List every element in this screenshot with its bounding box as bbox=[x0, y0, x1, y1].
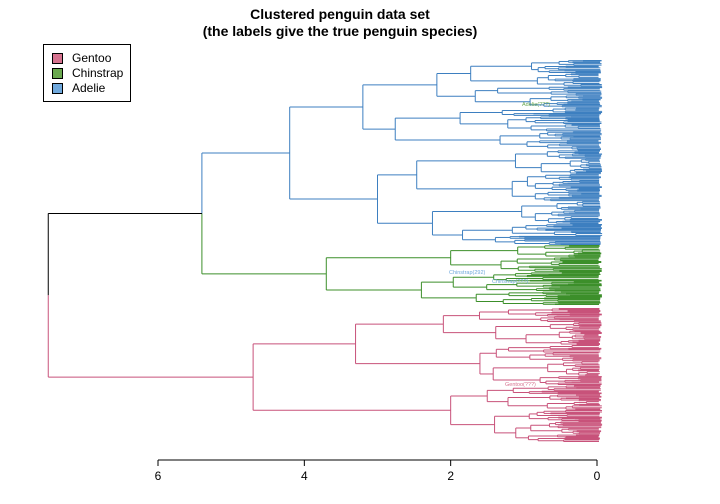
leaf-label: Adelie(???) bbox=[522, 102, 550, 108]
legend-label-adelie: Adelie bbox=[72, 81, 106, 95]
dendrogram-leaf-labels: Chinstrap(292) Chinstrap(???) Adelie(???) G… bbox=[449, 102, 550, 388]
legend-swatch-chinstrap bbox=[52, 67, 63, 79]
dendrogram-tree bbox=[47, 60, 603, 442]
x-tick-label: 2 bbox=[447, 469, 454, 483]
chart-subtitle: (the labels give the true penguin specie… bbox=[202, 23, 478, 39]
legend: Gentoo Chinstrap Adelie bbox=[43, 44, 131, 102]
legend-swatch-gentoo bbox=[52, 52, 63, 64]
leaf-label: Chinstrap(292) bbox=[449, 270, 486, 276]
x-tick-label: 0 bbox=[594, 469, 601, 483]
chart-title-block: Clustered penguin data set (the labels g… bbox=[0, 6, 680, 40]
chart-title: Clustered penguin data set bbox=[250, 6, 430, 22]
leaf-label: Gentoo(???) bbox=[505, 382, 536, 388]
legend-item-chinstrap: Chinstrap bbox=[52, 66, 123, 80]
x-tick-label: 4 bbox=[301, 469, 308, 483]
x-axis: 6 4 2 0 bbox=[155, 459, 601, 483]
legend-item-adelie: Adelie bbox=[52, 81, 105, 95]
leaf-label: Chinstrap(???) bbox=[492, 279, 529, 285]
legend-swatch-adelie bbox=[52, 82, 63, 94]
legend-item-gentoo: Gentoo bbox=[52, 51, 111, 65]
legend-label-gentoo: Gentoo bbox=[72, 51, 112, 65]
legend-label-chinstrap: Chinstrap bbox=[72, 66, 124, 80]
x-tick-label: 6 bbox=[155, 469, 162, 483]
